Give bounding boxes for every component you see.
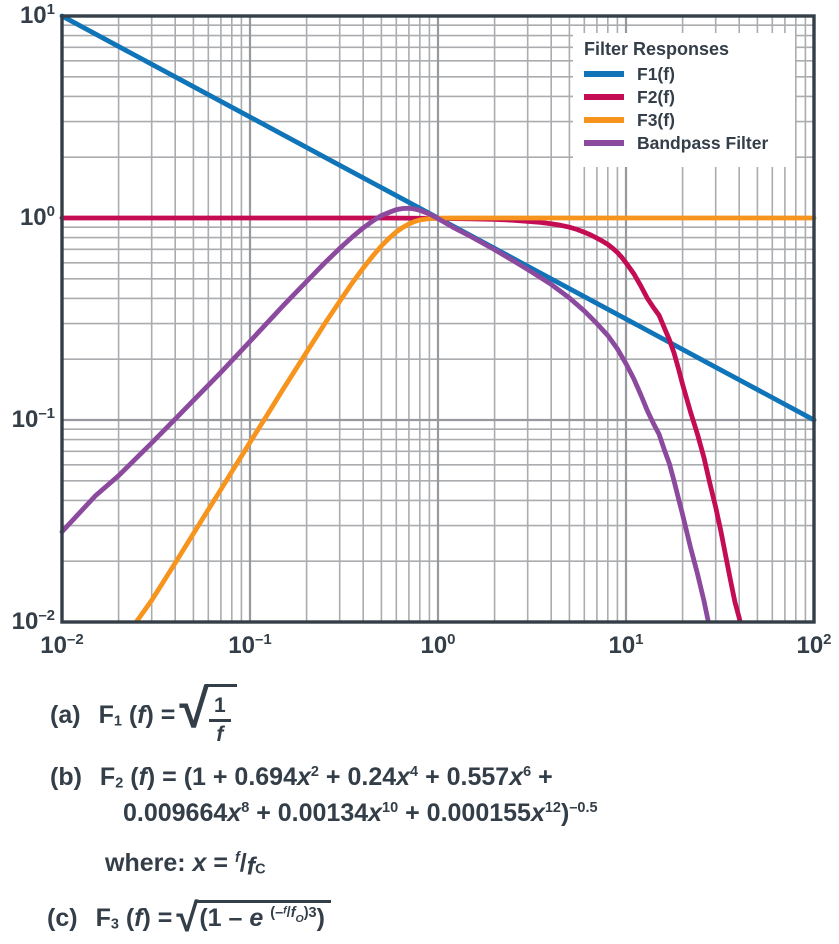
x-axis-tick: 101 [608,631,644,659]
legend-swatch-f1 [584,71,624,77]
y-axis-tick: 10–1 [11,405,55,433]
legend-label-f1: F1(f) [637,63,675,84]
y-axis-tick: 100 [19,203,55,231]
sqrt-radical: √ 1 f [179,679,237,746]
y-axis-tick: 10–2 [11,607,55,635]
legend-item-f2: F2(f) [584,86,795,107]
formula-b-label: (b) [50,762,82,791]
formula-a-lhs: F1 (f) = [98,700,176,730]
legend-item-bandpass: Bandpass Filter [584,132,795,153]
series-f2-f- [59,215,743,622]
formulas-section: (a) F1 (f) = √ 1 f (b) F2 (f) = (1 + 0.6… [0,668,839,944]
legend-label-f2: F2(f) [637,86,675,107]
x-axis-tick: 10–1 [228,631,272,659]
formula-c-lhs: F3 (f) = [95,903,173,933]
legend-swatch-f3 [584,117,624,123]
formula-b-line2: 0.009664x8 + 0.00134x10 + 0.000155x12)–0… [0,796,839,830]
series-bandpass-filter [59,205,711,622]
formula-where: where: x = f/fC [0,846,839,884]
legend-swatch-bandpass [584,140,624,146]
fraction: 1 f [209,694,231,746]
formula-b-line1: (b) F2 (f) = (1 + 0.694x2 + 0.24x4 + 0.5… [0,760,839,794]
legend-item-f3: F3(f) [584,109,795,130]
formula-c-body: (1 – e (–f/fO)3) [195,900,331,933]
where-clause: where: x = f/fC [105,848,266,881]
sqrt-radical: √ (1 – e (–f/fO)3) [176,896,331,940]
legend-label-bandpass: Bandpass Filter [637,132,769,153]
formula-b-expression-1: F2 (f) = (1 + 0.694x2 + 0.24x4 + 0.557x6… [99,762,553,792]
x-axis-tick: 10–2 [40,631,84,659]
formula-a: (a) F1 (f) = √ 1 f [0,679,839,746]
chart-legend: Filter Responses F1(f) F2(f) F3(f) Bandp… [573,33,795,167]
filter-response-chart [59,13,817,624]
series-f3-f- [133,215,817,622]
radical-sign: √ [176,896,199,940]
legend-swatch-f2 [584,94,624,100]
legend-label-f3: F3(f) [637,109,675,130]
formula-a-label: (a) [50,700,81,729]
formula-c-label: (c) [47,903,78,932]
x-axis-tick: 100 [420,631,456,659]
radical-sign: √ [179,679,210,740]
fraction-denominator: f [216,722,224,746]
legend-title: Filter Responses [584,39,730,59]
formula-c: (c) F3 (f) = √ (1 – e (–f/fO)3) [0,892,839,944]
chart-area: 10–2 10–1 100 101 102 101 100 10–1 10–2 Filter R… [11,1,832,659]
legend-item-f1: F1(f) [584,63,795,84]
fraction-numerator: 1 [209,694,231,722]
x-axis-tick: 102 [796,631,832,659]
formula-b-expression-2: 0.009664x8 + 0.00134x10 + 0.000155x12)–0… [123,798,598,827]
y-axis-tick: 101 [19,1,55,29]
